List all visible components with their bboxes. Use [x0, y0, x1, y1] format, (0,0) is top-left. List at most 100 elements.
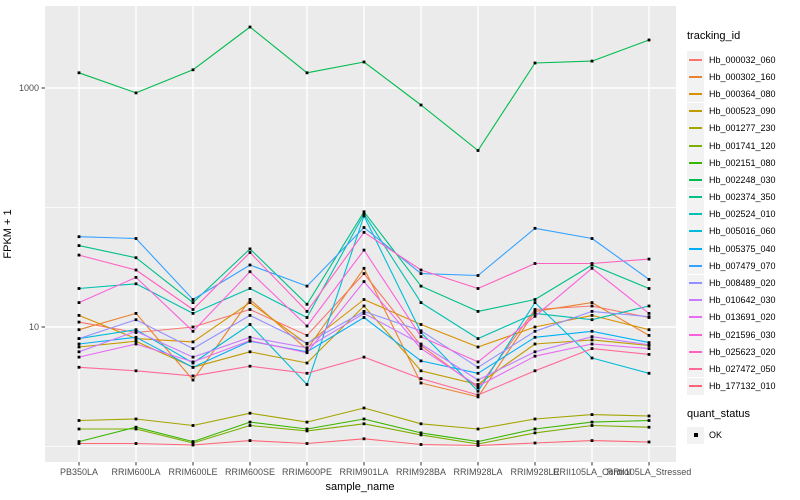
data-point: [248, 251, 252, 254]
quant-status-item-ok: OK: [687, 426, 799, 444]
data-point: [77, 342, 81, 346]
data-point: [134, 312, 138, 315]
data-point: [77, 71, 81, 75]
data-point: [419, 369, 423, 373]
data-point: [191, 360, 195, 364]
data-point: [476, 386, 480, 390]
data-point: [533, 441, 537, 445]
data-point: [647, 341, 651, 344]
data-point: [476, 444, 480, 447]
data-point: [476, 427, 480, 431]
data-point: [419, 323, 423, 326]
legend-line-swatch: [689, 213, 702, 216]
data-point: [248, 339, 252, 342]
data-point: [533, 301, 537, 304]
data-point: [476, 345, 480, 349]
data-point: [590, 342, 594, 346]
data-point: [248, 308, 252, 311]
legend-line-swatch: [689, 385, 702, 388]
data-point: [590, 329, 594, 333]
series-points-Hb_027472_050: [77, 347, 651, 397]
data-point: [248, 263, 252, 267]
data-point: [77, 253, 81, 257]
legend-key: [687, 257, 704, 275]
data-point: [248, 411, 252, 415]
data-point: [419, 284, 423, 288]
data-point: [647, 278, 651, 281]
data-point: [590, 310, 594, 313]
data-point: [77, 440, 81, 443]
legend-item-Hb_005016_060: Hb_005016_060: [687, 222, 799, 240]
y-axis-title: FPKM + 1: [2, 209, 14, 259]
legend-item-Hb_000032_060: Hb_000032_060: [687, 51, 799, 69]
data-point: [647, 425, 651, 429]
legend-key: [687, 102, 704, 120]
data-point: [305, 302, 309, 306]
data-point: [590, 266, 594, 270]
legend-label: Hb_002374_350: [709, 192, 776, 203]
data-point: [305, 429, 309, 433]
legend-label: Hb_001741_120: [709, 140, 776, 151]
data-point: [77, 365, 81, 369]
legend-label: Hb_000523_090: [709, 106, 776, 117]
data-point: [191, 325, 195, 329]
data-point: [533, 427, 537, 431]
data-point: [476, 365, 480, 369]
legend-line-swatch: [689, 127, 702, 130]
data-point: [533, 312, 537, 315]
data-point: [362, 60, 366, 64]
legend-key: [687, 171, 704, 189]
data-point: [77, 287, 81, 290]
series-points-Hb_002248_030: [77, 25, 651, 152]
data-point: [533, 329, 537, 333]
legend-item-Hb_000302_160: Hb_000302_160: [687, 68, 799, 86]
legend-label: Hb_010642_030: [709, 295, 776, 306]
legend-item-Hb_000523_090: Hb_000523_090: [687, 102, 799, 120]
data-point: [134, 369, 138, 373]
data-point: [305, 310, 309, 313]
data-point: [419, 422, 423, 426]
data-point: [533, 314, 537, 318]
data-point: [647, 419, 651, 422]
data-point: [533, 417, 537, 421]
data-point: [647, 315, 651, 319]
data-point: [305, 346, 309, 350]
data-point: [362, 312, 366, 315]
x-tick-label: RRIM600SE: [225, 467, 275, 477]
data-point: [419, 331, 423, 334]
legend-item-Hb_001741_120: Hb_001741_120: [687, 137, 799, 155]
legend-item-Hb_177132_010: Hb_177132_010: [687, 377, 799, 395]
data-point: [362, 355, 366, 359]
data-point: [191, 374, 195, 378]
legend-line-swatch: [689, 299, 702, 302]
legend-key: [687, 274, 704, 292]
data-point: [362, 298, 366, 301]
data-point: [305, 383, 309, 386]
data-point: [647, 257, 651, 261]
data-point: [191, 298, 195, 301]
data-point: [476, 395, 480, 399]
legend-line-swatch: [689, 316, 702, 319]
legend-line-swatch: [689, 178, 702, 181]
legend-line-swatch: [689, 333, 702, 336]
data-point: [476, 393, 480, 397]
legend-line-swatch: [689, 92, 702, 95]
data-point: [191, 347, 195, 350]
data-point: [305, 420, 309, 424]
x-tick-label: RRIM600PE: [282, 467, 332, 477]
legend-label: Hb_005016_060: [709, 226, 776, 237]
legend-items: Hb_000032_060 Hb_000302_160 Hb_000364_080 H…: [687, 51, 799, 395]
data-point: [305, 348, 309, 351]
data-point: [248, 323, 252, 326]
data-point: [362, 212, 366, 216]
data-point: [533, 369, 537, 373]
data-point: [647, 304, 651, 308]
data-point: [419, 329, 423, 333]
data-point: [248, 270, 252, 274]
data-point: [590, 347, 594, 350]
data-point: [533, 325, 537, 329]
legend-key: [687, 188, 704, 206]
plot-panel: [45, 6, 676, 462]
